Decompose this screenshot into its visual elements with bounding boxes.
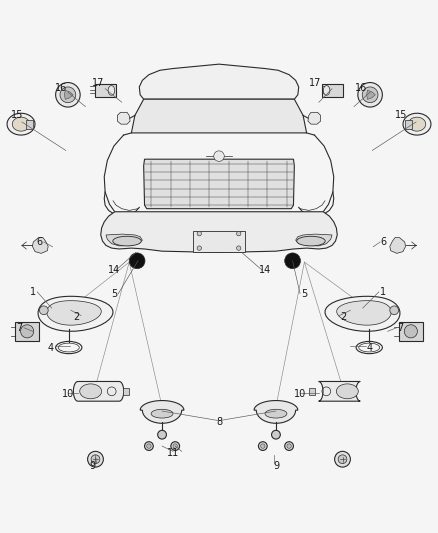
Circle shape [88, 451, 103, 467]
Polygon shape [367, 90, 375, 99]
Polygon shape [131, 99, 307, 133]
Text: 4: 4 [367, 343, 373, 352]
Polygon shape [140, 401, 184, 423]
Circle shape [145, 442, 153, 450]
Bar [322, 84, 343, 97]
Circle shape [129, 253, 145, 269]
Circle shape [335, 451, 350, 467]
Circle shape [214, 151, 224, 161]
Bar [309, 388, 315, 395]
Circle shape [237, 231, 241, 236]
Circle shape [285, 253, 300, 269]
Bar [15, 322, 39, 341]
Text: 17: 17 [309, 78, 321, 88]
Circle shape [362, 87, 378, 103]
Polygon shape [254, 401, 298, 423]
Ellipse shape [151, 409, 173, 418]
Circle shape [338, 455, 347, 464]
Bar [95, 84, 116, 97]
Text: 5: 5 [301, 289, 307, 299]
Circle shape [287, 444, 291, 448]
Circle shape [237, 246, 241, 251]
Polygon shape [74, 382, 124, 401]
Circle shape [39, 306, 48, 314]
Ellipse shape [80, 384, 102, 399]
Ellipse shape [265, 409, 287, 418]
Polygon shape [308, 112, 321, 124]
Ellipse shape [336, 384, 358, 399]
Text: 6: 6 [36, 237, 42, 247]
Text: 5: 5 [111, 289, 117, 299]
Circle shape [56, 83, 80, 107]
Circle shape [358, 83, 382, 107]
Circle shape [390, 306, 399, 314]
Text: 1: 1 [30, 287, 36, 297]
Polygon shape [38, 296, 113, 332]
Text: 1: 1 [380, 287, 386, 297]
Ellipse shape [108, 86, 115, 95]
Text: 9: 9 [273, 461, 279, 471]
Text: 6: 6 [380, 237, 386, 247]
Polygon shape [390, 238, 406, 253]
Circle shape [272, 430, 280, 439]
Polygon shape [32, 238, 48, 253]
Circle shape [261, 444, 265, 448]
Bar [399, 322, 423, 341]
Circle shape [285, 442, 293, 450]
Text: 15: 15 [11, 110, 24, 120]
Polygon shape [117, 112, 130, 124]
Circle shape [404, 325, 417, 338]
Text: 2: 2 [74, 312, 80, 322]
Ellipse shape [323, 86, 330, 95]
Text: 14: 14 [259, 265, 271, 275]
Polygon shape [47, 301, 101, 325]
Polygon shape [403, 113, 431, 135]
Circle shape [147, 444, 151, 448]
Text: 11: 11 [167, 448, 179, 458]
Text: 17: 17 [92, 78, 105, 88]
Circle shape [197, 231, 201, 236]
Polygon shape [144, 159, 294, 209]
Polygon shape [139, 64, 299, 99]
Circle shape [21, 325, 34, 338]
Text: 10: 10 [294, 389, 306, 399]
Polygon shape [319, 382, 360, 401]
Text: 9: 9 [89, 461, 95, 471]
Circle shape [91, 455, 100, 464]
Text: 4: 4 [47, 343, 53, 352]
Polygon shape [408, 117, 426, 131]
Text: 16: 16 [55, 83, 67, 93]
Circle shape [258, 442, 267, 450]
Text: 16: 16 [355, 83, 367, 93]
Polygon shape [101, 212, 337, 253]
Circle shape [60, 87, 76, 103]
Text: 10: 10 [62, 389, 74, 399]
Polygon shape [325, 296, 400, 332]
Polygon shape [337, 301, 391, 325]
Circle shape [173, 444, 177, 448]
Polygon shape [64, 90, 73, 99]
Ellipse shape [297, 236, 325, 246]
Circle shape [158, 430, 166, 439]
Polygon shape [296, 234, 332, 246]
Bar [26, 120, 33, 128]
Polygon shape [106, 234, 142, 246]
Bar [405, 120, 412, 128]
Circle shape [197, 246, 201, 251]
Ellipse shape [113, 236, 141, 246]
Polygon shape [7, 113, 35, 135]
Bar [123, 388, 129, 395]
Bar [193, 231, 245, 252]
Text: 2: 2 [341, 312, 347, 322]
Text: 15: 15 [395, 110, 407, 120]
Text: 8: 8 [216, 417, 222, 427]
Text: 7: 7 [17, 323, 23, 333]
Circle shape [171, 442, 180, 450]
Text: 14: 14 [108, 265, 120, 275]
Polygon shape [12, 117, 30, 131]
Text: 7: 7 [398, 323, 404, 333]
